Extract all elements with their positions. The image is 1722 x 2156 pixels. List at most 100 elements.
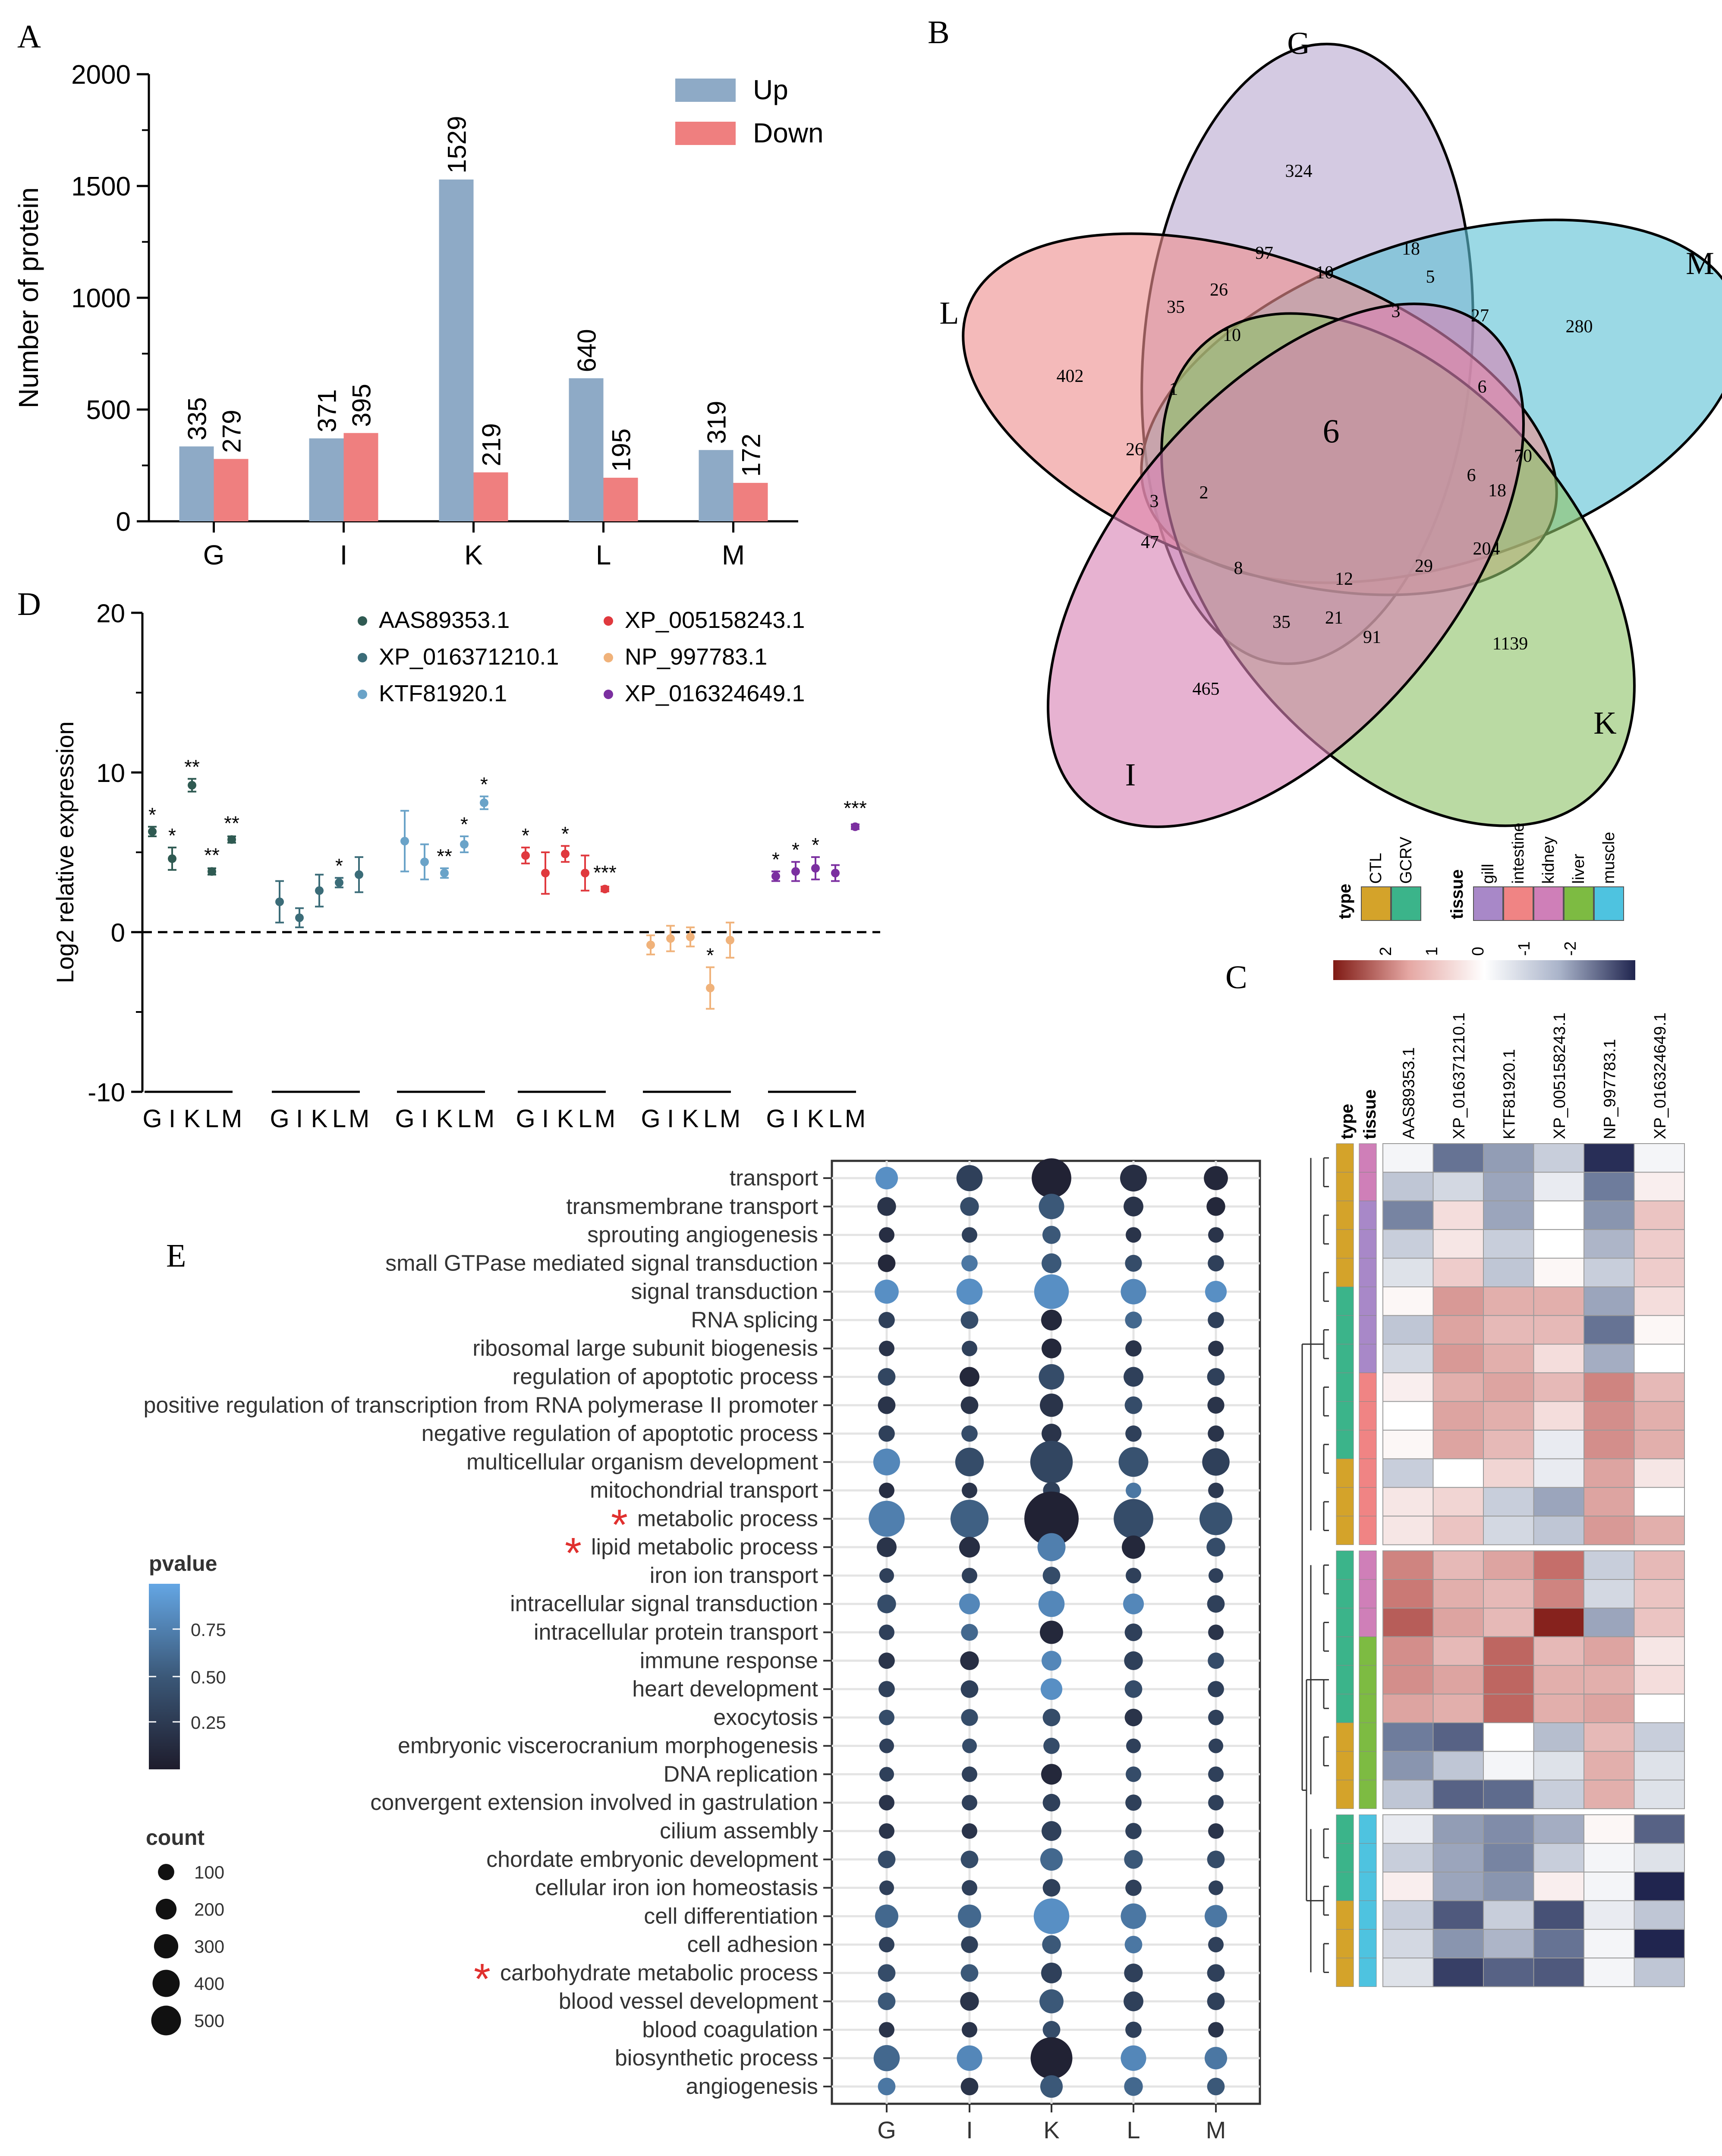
bar-value-label: 335 bbox=[183, 397, 212, 440]
data-point bbox=[440, 869, 449, 878]
bubble bbox=[1124, 1196, 1143, 1217]
row-type-cell bbox=[1336, 1516, 1354, 1545]
bar-value-label: 172 bbox=[737, 434, 766, 477]
heatmap-cell bbox=[1432, 1487, 1484, 1517]
legend-pvalue-title: pvalue bbox=[149, 1551, 217, 1576]
x-tick-label: G bbox=[395, 1105, 414, 1133]
heatmap-cell bbox=[1533, 1516, 1584, 1545]
heatmap-cell bbox=[1432, 1258, 1484, 1288]
heatmap-c: type CTL GCRV tissue gill intestine kidney live… bbox=[1301, 823, 1685, 1987]
panel-label-b: B bbox=[928, 14, 950, 50]
bar-value-label: 219 bbox=[477, 423, 506, 466]
heatmap-cell bbox=[1483, 1200, 1534, 1230]
bubble bbox=[1124, 1623, 1143, 1641]
data-point bbox=[561, 849, 570, 858]
bubble bbox=[962, 1738, 977, 1753]
row-annotation-title: tissue bbox=[1360, 1089, 1379, 1139]
heatmap-cell bbox=[1533, 1550, 1584, 1580]
color-scale-bar bbox=[1333, 960, 1635, 980]
heatmap-cell bbox=[1634, 1900, 1685, 1930]
x-tick-label: L bbox=[332, 1105, 346, 1133]
bubble bbox=[1207, 2077, 1225, 2096]
venn-region-count: 1139 bbox=[1492, 634, 1528, 654]
bubble bbox=[1125, 1255, 1142, 1272]
bubble bbox=[1124, 1964, 1143, 1983]
bubble bbox=[1207, 1595, 1225, 1613]
bubble bbox=[1124, 1396, 1143, 1414]
panel-label-d: D bbox=[17, 586, 41, 622]
heatmap-cell bbox=[1382, 1665, 1434, 1695]
data-point bbox=[771, 872, 780, 881]
bubble bbox=[960, 1197, 979, 1216]
venn-region-count: 18 bbox=[1402, 239, 1420, 259]
bubble bbox=[1042, 1879, 1061, 1897]
legend-tissue-title: tissue bbox=[1448, 869, 1467, 919]
venn-region-count: 465 bbox=[1193, 679, 1220, 699]
heatmap-cell bbox=[1583, 1722, 1635, 1752]
bubble bbox=[877, 1537, 897, 1557]
bubble bbox=[878, 1254, 896, 1272]
heatmap-cell bbox=[1483, 1516, 1534, 1545]
heatmap-cell bbox=[1583, 1900, 1635, 1930]
x-tick-label: K bbox=[807, 1105, 824, 1133]
heatmap-cell bbox=[1483, 1929, 1534, 1959]
bubble bbox=[959, 1537, 980, 1558]
bubble bbox=[1207, 1964, 1225, 1982]
bubble bbox=[960, 1396, 979, 1414]
heatmap-cell bbox=[1634, 1550, 1685, 1580]
bubble bbox=[960, 1311, 979, 1329]
bubble bbox=[1122, 1535, 1145, 1559]
venn-region-count: 280 bbox=[1566, 317, 1593, 337]
heatmap-cell bbox=[1432, 1315, 1484, 1345]
x-tick-label: K bbox=[464, 539, 483, 571]
legend-label: XP_016371210.1 bbox=[379, 644, 559, 670]
y-axis-title: Number of protein bbox=[13, 187, 44, 408]
significance-label: ** bbox=[184, 756, 200, 778]
heatmap-cell bbox=[1432, 1608, 1484, 1637]
bubble bbox=[1125, 1823, 1142, 1839]
venn-region-count: 2 bbox=[1199, 483, 1209, 503]
heatmap-cell bbox=[1382, 1957, 1434, 1987]
x-tick-label: G bbox=[766, 1105, 785, 1133]
bubble bbox=[1126, 1482, 1141, 1498]
heatmap-cell bbox=[1483, 1143, 1534, 1173]
go-term-label: immune response bbox=[640, 1648, 818, 1673]
bar-down bbox=[214, 459, 249, 521]
x-tick-label: G bbox=[516, 1105, 535, 1133]
heatmap-cell bbox=[1382, 1579, 1434, 1609]
go-term-label: RNA splicing bbox=[691, 1308, 818, 1333]
heatmap-cell bbox=[1382, 1843, 1434, 1873]
count-legend-dot bbox=[154, 1934, 179, 1959]
heatmap-cell bbox=[1382, 1900, 1434, 1930]
bubble bbox=[1041, 1309, 1062, 1330]
venn-region-count: 91 bbox=[1363, 627, 1381, 647]
heatmap-cell bbox=[1483, 1343, 1534, 1374]
bubble bbox=[1124, 1935, 1143, 1954]
heatmap-cell bbox=[1634, 1286, 1685, 1316]
row-tissue-cell bbox=[1359, 1665, 1377, 1695]
data-point bbox=[601, 885, 609, 894]
bubble bbox=[878, 1312, 895, 1328]
row-tissue-cell bbox=[1359, 1516, 1377, 1545]
heatmap-cell bbox=[1382, 1258, 1434, 1288]
x-tick-label: M bbox=[595, 1105, 615, 1133]
legend-count-title: count bbox=[146, 1825, 205, 1850]
bubble bbox=[879, 1937, 894, 1953]
bubble bbox=[1208, 2022, 1224, 2038]
bubble bbox=[1032, 1158, 1071, 1198]
go-term-label: convergent extension involved in gastrul… bbox=[370, 1790, 818, 1815]
pvalue-tick-label: 0.50 bbox=[191, 1667, 226, 1687]
bubble bbox=[1208, 1880, 1224, 1895]
color-scale-label: -2 bbox=[1561, 941, 1580, 956]
venn-region-count: 1 bbox=[1169, 379, 1178, 399]
heatmap-cell bbox=[1382, 1693, 1434, 1724]
heatmap-cell bbox=[1634, 1779, 1685, 1809]
row-type-cell bbox=[1336, 1957, 1354, 1987]
row-type-cell bbox=[1336, 1636, 1354, 1666]
row-tissue-cell bbox=[1359, 1201, 1377, 1230]
legend-tissue-swatch bbox=[1473, 886, 1503, 921]
heatmap-column-label: XP_005158243.1 bbox=[1551, 1012, 1569, 1139]
x-tick-label: I bbox=[966, 2116, 973, 2143]
heatmap-cell bbox=[1382, 1487, 1434, 1517]
